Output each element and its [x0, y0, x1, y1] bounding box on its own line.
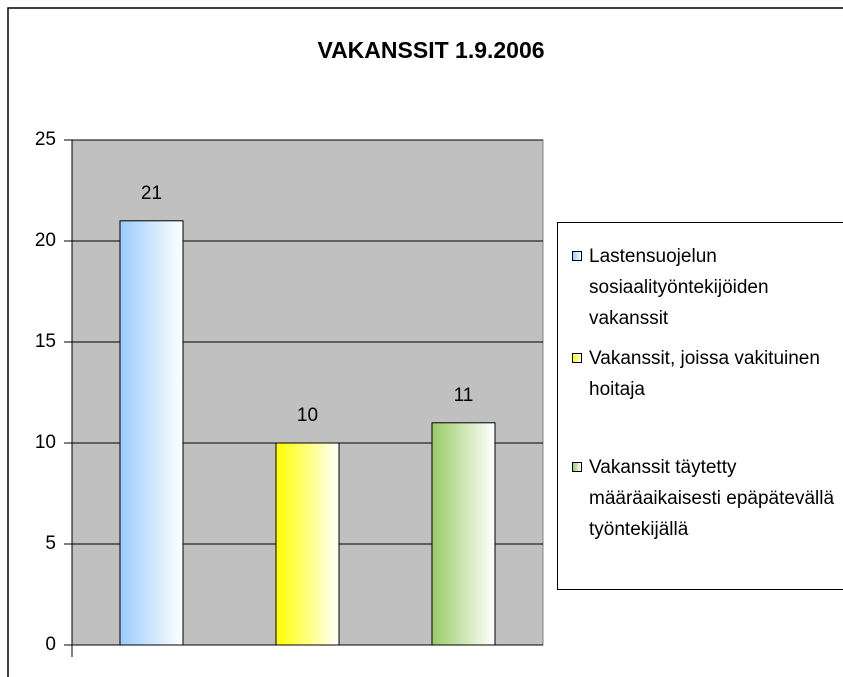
legend-entry: Lastensuojelun sosiaalityöntekijöiden va… [572, 241, 843, 334]
y-tick-label: 5 [45, 533, 56, 554]
y-tick-label: 15 [35, 331, 56, 352]
data-label: 10 [297, 405, 318, 426]
y-tick-label: 0 [45, 634, 56, 655]
bar [431, 422, 496, 646]
legend-swatch [572, 353, 582, 363]
data-label: 21 [141, 183, 162, 204]
y-tick-label: 20 [35, 230, 56, 251]
legend-entry: Vakanssit täytetty määräaikaisesti epäpä… [572, 452, 843, 545]
legend-label: Vakanssit täytetty määräaikaisesti epäpä… [589, 457, 835, 540]
y-tick-label: 10 [35, 432, 56, 453]
data-label: 11 [454, 385, 474, 406]
bar [275, 442, 340, 646]
y-tick-label: 25 [35, 129, 56, 150]
legend-label: Vakanssit, joissa vakituinen hoitaja [589, 348, 820, 400]
legend: Lastensuojelun sosiaalityöntekijöiden va… [557, 222, 843, 590]
legend-label: Lastensuojelun sosiaalityöntekijöiden va… [589, 246, 769, 329]
legend-swatch [572, 462, 582, 472]
legend-entry: Vakanssit, joissa vakituinen hoitaja [572, 343, 843, 405]
legend-swatch [572, 251, 582, 261]
chart-frame [7, 7, 843, 677]
bar [119, 220, 184, 646]
chart-title: VAKANSSIT 1.9.2006 [317, 37, 544, 63]
